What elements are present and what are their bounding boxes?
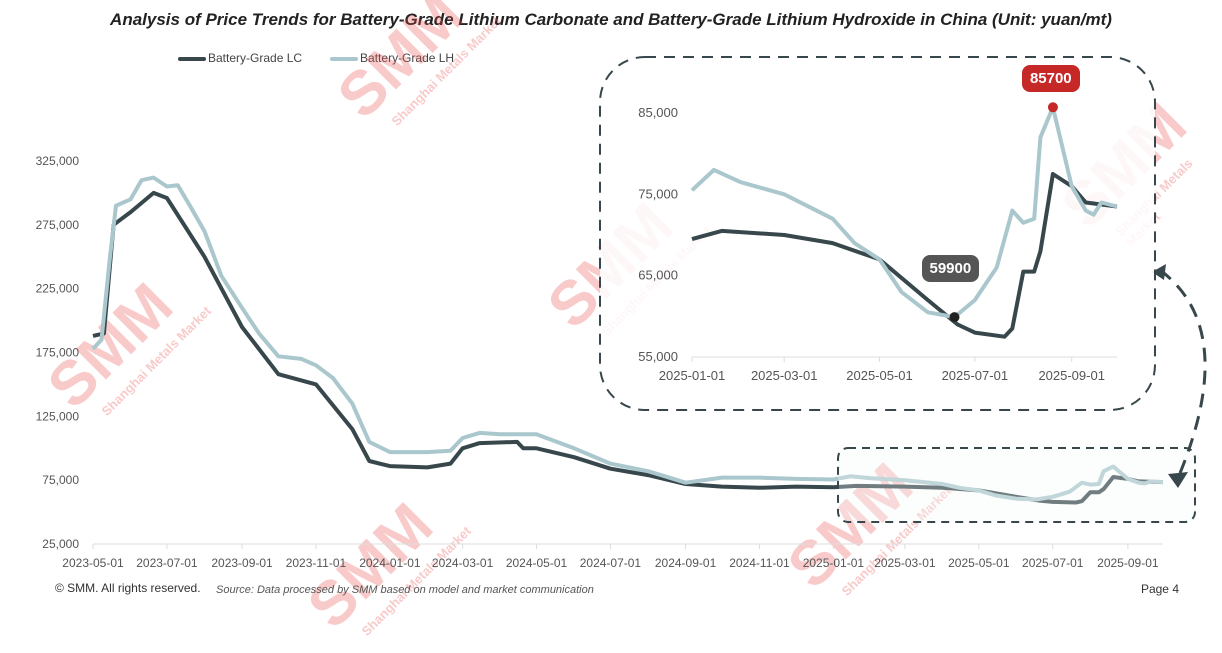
y-tick-label: 85,000 — [638, 105, 678, 120]
x-tick-label: 2025-07-01 — [942, 368, 1009, 383]
legend-swatch-lh — [330, 56, 359, 61]
legend-item-lc[interactable]: Battery-Grade LC — [178, 51, 302, 65]
chart-canvas: 25,000 75,000 125,000 175,000 225,000 275,000… — [36, 56, 1207, 570]
peak-marker — [1047, 102, 1058, 113]
copyright: © SMM. All rights reserved. — [55, 581, 201, 595]
y-tick-label: 25,000 — [42, 537, 79, 551]
x-tick-label: 2024-03-01 — [432, 556, 494, 570]
legend: Battery-Grade LC Battery-Grade LH — [178, 51, 454, 65]
y-tick-label: 125,000 — [36, 409, 80, 423]
highlight-box — [837, 447, 1196, 523]
y-tick-label: 55,000 — [638, 349, 678, 364]
x-tick-label: 2025-03-01 — [874, 556, 936, 570]
x-tick-label: 2025-05-01 — [948, 556, 1010, 570]
y-tick-label: 75,000 — [42, 473, 79, 487]
series-line-lc — [691, 172, 1118, 339]
x-tick-label: 2024-11-01 — [729, 556, 790, 570]
y-tick-label: 75,000 — [638, 186, 678, 201]
x-tick-label: 2023-07-01 — [136, 556, 198, 570]
y-tick-label: 65,000 — [638, 268, 678, 283]
y-tick-label: 225,000 — [36, 282, 80, 296]
x-tick-label: 2025-01-01 — [659, 368, 726, 383]
x-tick-label: 2025-01-01 — [803, 556, 865, 570]
x-tick-label: 2025-03-01 — [751, 368, 818, 383]
x-tick-label: 2024-09-01 — [655, 556, 717, 570]
x-tick-label: 2024-07-01 — [580, 556, 642, 570]
chart-title: Analysis of Price Trends for Battery-Gra… — [110, 10, 1112, 29]
y-tick-label: 325,000 — [36, 154, 80, 168]
source-note: Source: Data processed by SMM based on m… — [216, 584, 594, 596]
x-tick-label: 2023-11-01 — [286, 556, 347, 570]
max-annotation: 85700 — [1021, 65, 1080, 93]
y-tick-label: 275,000 — [36, 218, 80, 232]
x-tick-label: 2024-05-01 — [506, 556, 568, 570]
x-tick-label: 2023-09-01 — [211, 556, 273, 570]
arrow-head-icon — [1168, 472, 1188, 488]
low-marker — [949, 312, 960, 323]
x-tick-label: 2025-05-01 — [846, 368, 913, 383]
legend-item-lh[interactable]: Battery-Grade LH — [330, 51, 454, 65]
arrow-tail-icon — [1152, 264, 1166, 280]
x-tick-label: 2025-09-01 — [1097, 556, 1159, 570]
series-line-lh — [690, 105, 1118, 320]
x-tick-label: 2025-09-01 — [1038, 368, 1105, 383]
x-tick-label: 2023-05-01 — [62, 556, 124, 570]
x-tick-label: 2024-01-01 — [359, 556, 421, 570]
inset-box — [599, 56, 1156, 411]
legend-swatch-lc — [178, 56, 206, 61]
legend-label-lh: Battery-Grade LH — [360, 51, 455, 65]
y-tick-label: 175,000 — [36, 346, 80, 360]
min-annotation: 59900 — [921, 255, 980, 283]
series-line-lc — [92, 190, 1164, 505]
x-tick-label: 2025-07-01 — [1022, 556, 1084, 570]
legend-label-lc: Battery-Grade LC — [208, 51, 303, 65]
callout-arrow — [1159, 268, 1207, 479]
page-number: Page 4 — [1140, 582, 1179, 596]
series-line-lh — [91, 175, 1164, 502]
